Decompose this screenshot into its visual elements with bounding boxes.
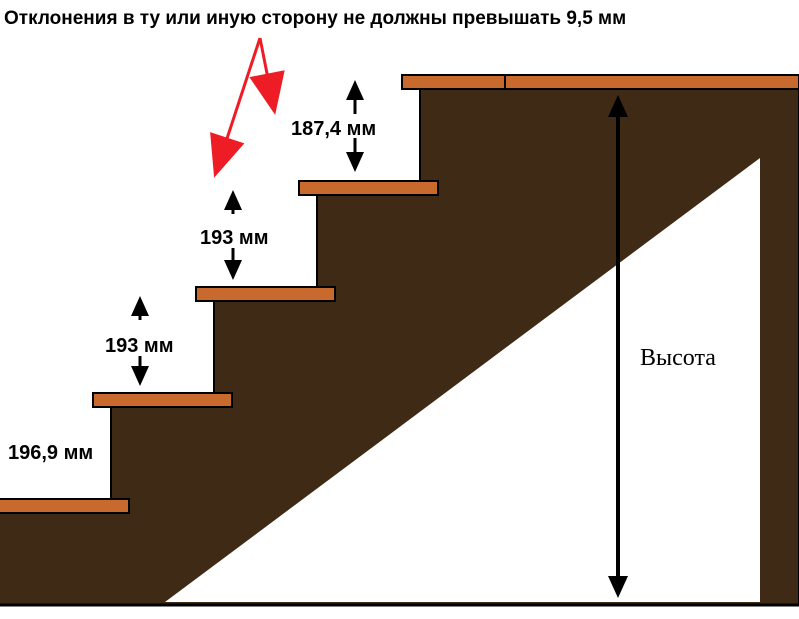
- height-label: Высота: [640, 345, 716, 372]
- top-platform: [505, 75, 799, 89]
- dim-top-head-up: [346, 80, 364, 100]
- tread-1: [93, 393, 232, 407]
- dimension-2: 193 мм: [105, 335, 174, 358]
- stair-diagram: [0, 0, 799, 619]
- dimension-0: 187,4 мм: [291, 118, 376, 141]
- red-arrow-2: [216, 38, 260, 172]
- tread-0: [0, 499, 129, 513]
- red-arrow-1: [260, 38, 274, 109]
- dimension-1: 193 мм: [200, 227, 269, 250]
- dim-0-head-up: [224, 190, 242, 210]
- dim-top-head-down: [346, 152, 364, 172]
- dim-0-head-down: [224, 260, 242, 280]
- tread-3: [299, 181, 438, 195]
- title: Отклонения в ту или иную сторону не долж…: [4, 8, 626, 30]
- dim-1-head-down: [131, 366, 149, 386]
- dimension-3: 196,9 мм: [8, 442, 93, 465]
- tread-2: [196, 287, 335, 301]
- dim-1-head-up: [131, 296, 149, 316]
